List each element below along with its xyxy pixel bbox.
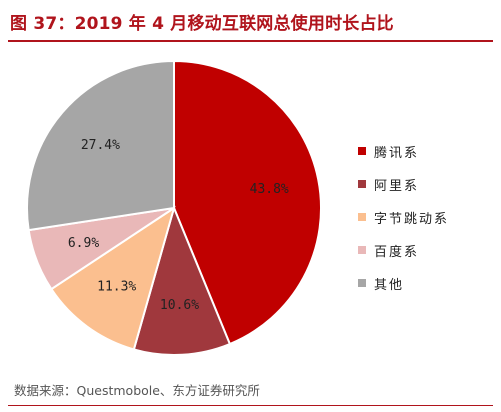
legend-item-others: 其他 [358,275,449,293]
pie-slice-bytedance [50,205,176,351]
legend-swatch [358,246,366,254]
pie-slice-others [26,59,175,232]
legend-item-tencent: 腾讯系 [358,143,449,161]
legend-swatch [358,180,366,188]
legend-label: 字节跳动系 [374,211,450,227]
pie-slice-tencent [173,59,322,346]
chart-title: 图 37：2019 年 4 月移动互联网总使用时长占比 [10,14,394,34]
chart-legend: 腾讯系 阿里系 字节跳动系 百度系 其他 [358,143,449,308]
legend-swatch [358,213,366,221]
legend-label: 百度系 [374,244,420,260]
pie-slice-alibaba [132,204,232,356]
legend-item-alibaba: 阿里系 [358,176,449,194]
data-label-baidu: 6.9% [68,236,99,251]
legend-swatch [358,279,366,287]
legend-swatch [358,147,366,155]
legend-label: 其他 [374,277,405,293]
title-divider [8,40,493,42]
legend-item-bytedance: 字节跳动系 [358,209,450,227]
footer-divider [8,405,493,406]
legend-item-baidu: 百度系 [358,242,449,260]
data-label-others: 27.4% [81,138,120,153]
data-label-tencent: 43.8% [250,182,289,197]
data-label-bytedance: 11.3% [97,279,136,294]
legend-label: 阿里系 [374,178,420,194]
legend-label: 腾讯系 [374,145,420,161]
source-note: 数据来源：Questmobole、东方证券研究所 [14,383,260,398]
data-label-alibaba: 10.6% [160,298,199,313]
